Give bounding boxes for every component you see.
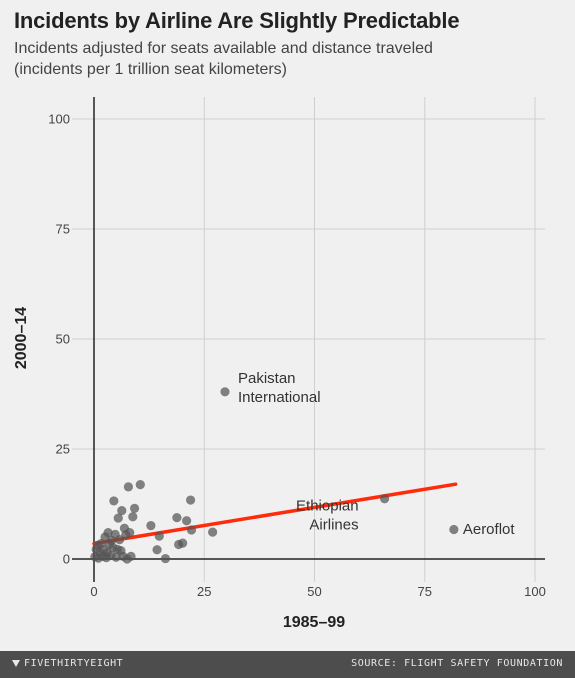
annotations: Pakistan International Ethiopian Airlines Ae… bbox=[238, 370, 515, 538]
brand-text: FIVETHIRTYEIGHT bbox=[24, 658, 124, 669]
chart-title: Incidents by Airline Are Slightly Predic… bbox=[14, 8, 460, 33]
data-point bbox=[113, 513, 123, 523]
data-points bbox=[90, 387, 459, 564]
x-axis-label: 1985–99 bbox=[283, 614, 345, 631]
x-tick-label: 100 bbox=[524, 584, 546, 599]
fivethirtyeight-logo-icon bbox=[12, 659, 20, 667]
trend-layer bbox=[92, 482, 458, 546]
grid-lines bbox=[72, 97, 545, 582]
chart-subtitle: Incidents adjusted for seats available a… bbox=[14, 38, 564, 80]
data-point bbox=[135, 480, 145, 490]
annotation-label: International bbox=[238, 389, 321, 406]
data-point bbox=[220, 387, 230, 397]
annotation: Aeroflot bbox=[463, 521, 516, 538]
data-point bbox=[154, 531, 164, 541]
data-point bbox=[117, 506, 127, 516]
x-tick-label: 0 bbox=[90, 584, 97, 599]
data-point bbox=[172, 513, 182, 523]
data-point bbox=[160, 553, 171, 564]
trend-line bbox=[92, 482, 458, 546]
y-axis-label: 2000–14 bbox=[13, 307, 30, 369]
subtitle-line-1: Incidents adjusted for seats available a… bbox=[14, 40, 433, 57]
footer-bar: FIVETHIRTYEIGHT SOURCE: FLIGHT SAFETY FO… bbox=[0, 651, 575, 678]
y-tick-label: 25 bbox=[56, 442, 70, 457]
data-point bbox=[125, 528, 135, 538]
data-point bbox=[449, 524, 459, 535]
annotation-label: Pakistan bbox=[238, 370, 296, 387]
annotation-label: Ethiopian bbox=[296, 498, 359, 515]
data-point bbox=[126, 551, 136, 561]
data-point bbox=[103, 528, 113, 538]
data-point bbox=[129, 503, 140, 513]
footer-source: SOURCE: FLIGHT SAFETY FOUNDATION bbox=[351, 658, 563, 669]
subtitle-line-2: (incidents per 1 trillion seat kilometer… bbox=[14, 61, 287, 78]
data-point bbox=[182, 516, 192, 526]
data-point bbox=[380, 494, 390, 504]
annotation: Ethiopian Airlines bbox=[296, 498, 359, 534]
data-point bbox=[146, 520, 156, 531]
data-point bbox=[111, 552, 121, 562]
footer-brand: FIVETHIRTYEIGHT bbox=[12, 658, 123, 669]
scatter-chart: 0 25 50 75 100 0 25 50 75 100 Pakistan Internation… bbox=[13, 97, 546, 631]
x-tick-label: 25 bbox=[197, 584, 211, 599]
y-tick-label: 75 bbox=[56, 222, 70, 237]
axes bbox=[72, 97, 545, 582]
x-tick-label: 50 bbox=[307, 584, 321, 599]
data-point bbox=[152, 545, 162, 555]
data-point bbox=[123, 482, 133, 492]
data-point bbox=[185, 495, 196, 505]
data-point bbox=[186, 525, 197, 535]
annotation-label: Aeroflot bbox=[463, 521, 516, 538]
data-point bbox=[109, 496, 119, 506]
y-tick-label: 100 bbox=[48, 112, 70, 127]
tick-labels: 0 25 50 75 100 0 25 50 75 100 bbox=[48, 112, 546, 600]
y-tick-label: 50 bbox=[56, 332, 70, 347]
annotation-label: Airlines bbox=[309, 517, 358, 534]
data-point bbox=[178, 538, 188, 548]
annotation: Pakistan International bbox=[238, 370, 321, 406]
x-tick-label: 75 bbox=[418, 584, 432, 599]
data-point bbox=[114, 535, 125, 545]
data-point bbox=[128, 512, 138, 522]
y-tick-label: 0 bbox=[63, 552, 70, 567]
data-point bbox=[208, 527, 218, 537]
